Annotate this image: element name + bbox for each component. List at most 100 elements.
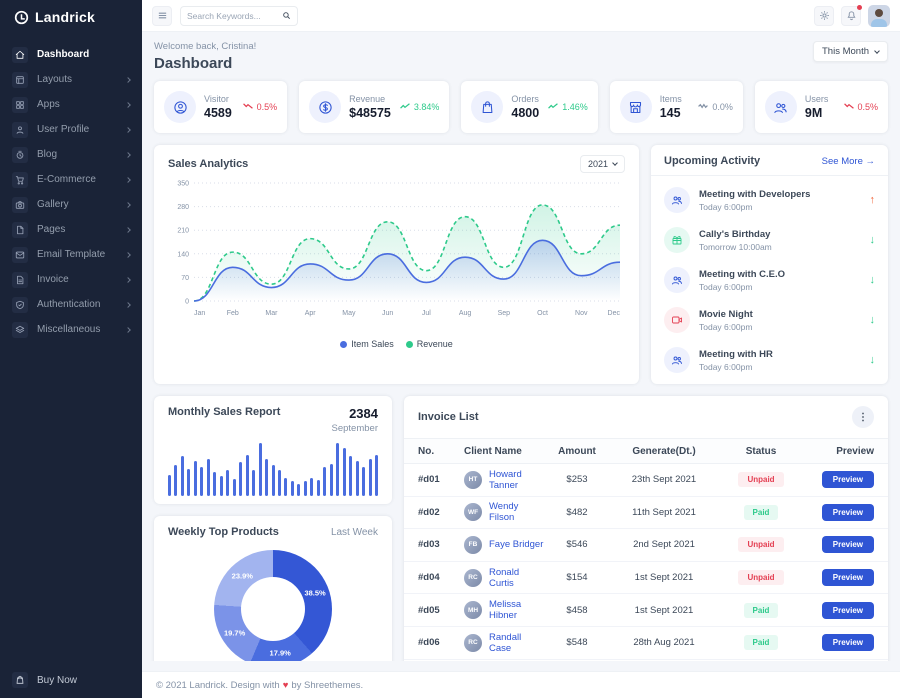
sales-bar xyxy=(271,464,275,496)
sidebar-item-user-profile[interactable]: User Profile xyxy=(0,117,142,142)
legend-item[interactable]: Revenue xyxy=(405,339,453,349)
activity-item[interactable]: Movie Night Today 6:00pm ↓ xyxy=(664,300,875,340)
trend-down-icon xyxy=(843,102,855,112)
gear-icon xyxy=(819,11,829,20)
stat-card-visitor: Visitor 4589 0.5% xyxy=(154,81,288,133)
client-name-link[interactable]: Melissa Hibner xyxy=(489,599,522,622)
sidebar-item-label: Dashboard xyxy=(37,49,90,60)
preview-button[interactable]: Preview xyxy=(821,536,874,554)
landrick-logo[interactable]: Landrick xyxy=(0,0,142,34)
weekly-top-products-card: Weekly Top Products Last Week 38.5% 17.9%… xyxy=(154,516,392,661)
sidebar-item-email-template[interactable]: Email Template xyxy=(0,242,142,267)
sidebar-item-pages[interactable]: Pages xyxy=(0,217,142,242)
year-dropdown[interactable]: 2021 xyxy=(579,155,625,173)
invoice-menu-button[interactable]: ⋮ xyxy=(852,406,874,428)
stat-label: Visitor xyxy=(204,94,229,104)
period-value: This Month xyxy=(822,46,869,57)
preview-button[interactable]: Preview xyxy=(821,569,874,587)
client-name-link[interactable]: Faye Bridger xyxy=(489,539,544,551)
sales-bar xyxy=(323,466,327,496)
arrow-down-icon: ↓ xyxy=(869,354,876,366)
dollar-circle-icon xyxy=(309,91,342,123)
status-badge: Paid xyxy=(743,504,779,520)
preview-button[interactable]: Preview xyxy=(821,503,874,521)
buy-now-button[interactable]: Buy Now xyxy=(0,664,142,698)
svg-text:Nov: Nov xyxy=(575,310,588,317)
client-name-link[interactable]: Randall Case xyxy=(489,631,522,654)
client-name-link[interactable]: Wendy Filson xyxy=(489,501,519,524)
main-area: Welcome back, Cristina! Dashboard This M… xyxy=(142,0,900,698)
sales-bar xyxy=(297,484,301,496)
invoice-number: #d04 xyxy=(418,572,440,584)
search-icon[interactable] xyxy=(282,11,291,20)
stat-card-users: Users 9M 0.5% xyxy=(754,81,889,133)
period-dropdown[interactable]: This Month xyxy=(813,41,888,62)
client-avatar: MH xyxy=(464,601,482,620)
stat-delta: 0.5% xyxy=(843,102,878,112)
preview-button[interactable]: Preview xyxy=(821,634,874,652)
column-header: Amount xyxy=(558,445,596,457)
sales-bar xyxy=(265,459,269,496)
search-box xyxy=(180,5,298,26)
preview-button[interactable]: Preview xyxy=(821,601,874,619)
status-badge: Paid xyxy=(743,635,779,651)
svg-text:210: 210 xyxy=(177,228,189,235)
invoice-row: #d02 WF Wendy Filson $482 11th Sept 2021… xyxy=(404,497,888,530)
stat-value: $48575 xyxy=(349,106,391,120)
chevron-right-icon xyxy=(125,226,131,233)
sidebar-item-e-commerce[interactable]: E-Commerce xyxy=(0,167,142,192)
invoice-amount: $253 xyxy=(566,474,588,486)
preview-button[interactable]: Preview xyxy=(821,471,874,489)
ellipsis-icon: ⋮ xyxy=(858,411,868,423)
legend-item[interactable]: Item Sales xyxy=(340,339,394,349)
sidebar-item-invoice[interactable]: Invoice xyxy=(0,267,142,292)
weekly-donut-chart: 38.5% 17.9% 19.7% 23.9% xyxy=(214,550,332,661)
sidebar-item-label: Gallery xyxy=(37,199,69,210)
sidebar-item-gallery[interactable]: Gallery xyxy=(0,192,142,217)
menu-toggle-button[interactable] xyxy=(152,5,172,26)
chevron-right-icon xyxy=(125,276,131,283)
upcoming-activity-title: Upcoming Activity xyxy=(664,155,761,167)
activity-item[interactable]: Cally's Birthday Tomorrow 10:00am ↓ xyxy=(664,220,875,260)
search-input[interactable] xyxy=(187,10,282,21)
activity-item[interactable]: Meeting with C.E.O Today 6:00pm ↓ xyxy=(664,260,875,300)
activity-item[interactable]: Meeting with Developers Today 6:00pm ↑ xyxy=(664,180,875,220)
user-avatar[interactable] xyxy=(868,4,890,27)
sales-analytics-card: Sales Analytics 2021 0 70 140 210 280 350 Jan F… xyxy=(154,145,639,384)
see-more-link[interactable]: See More → xyxy=(821,155,875,167)
activity-time: Today 6:00pm xyxy=(699,321,753,332)
arrow-up-icon: ↑ xyxy=(869,194,876,206)
trend-flat-icon xyxy=(697,102,709,112)
sidebar-item-layouts[interactable]: Layouts xyxy=(0,67,142,92)
sales-bar xyxy=(180,455,184,496)
client-avatar: HT xyxy=(464,470,482,489)
activity-item[interactable]: Meeting with HR Today 6:00pm ↓ xyxy=(664,340,875,380)
sidebar-item-blog[interactable]: Blog xyxy=(0,142,142,167)
monthly-sales-bars xyxy=(168,442,378,496)
topbar-actions xyxy=(814,4,890,27)
settings-button[interactable] xyxy=(814,5,834,26)
invoice-row: #d05 MH Melissa Hibner $458 1st Sept 202… xyxy=(404,594,888,627)
invoice-row: #d04 RC Ronald Curtis $154 1st Sept 2021… xyxy=(404,562,888,595)
status-badge: Unpaid xyxy=(738,537,784,553)
store-icon xyxy=(619,91,652,123)
invoice-amount: $458 xyxy=(566,604,588,616)
topbar xyxy=(142,0,900,32)
client-avatar: FB xyxy=(464,535,482,554)
sidebar-item-authentication[interactable]: Authentication xyxy=(0,292,142,317)
donut-slice-label: 17.9% xyxy=(269,648,291,658)
client-name-link[interactable]: Howard Tanner xyxy=(489,468,522,491)
legend-label: Revenue xyxy=(416,339,453,349)
client-name-link[interactable]: Ronald Curtis xyxy=(489,566,520,589)
sales-bar xyxy=(258,442,262,496)
stat-value: 4800 xyxy=(511,106,540,120)
sidebar-item-apps[interactable]: Apps xyxy=(0,92,142,117)
sidebar-item-dashboard[interactable]: Dashboard xyxy=(0,42,142,67)
sidebar-item-miscellaneous[interactable]: Miscellaneous xyxy=(0,317,142,342)
activity-time: Today 6:00pm xyxy=(699,281,753,292)
stat-delta: 1.46% xyxy=(547,102,588,112)
invoice-number: #d06 xyxy=(418,637,440,649)
stat-value: 145 xyxy=(659,106,681,120)
donut-hole xyxy=(241,577,305,641)
notifications-button[interactable] xyxy=(841,4,862,26)
